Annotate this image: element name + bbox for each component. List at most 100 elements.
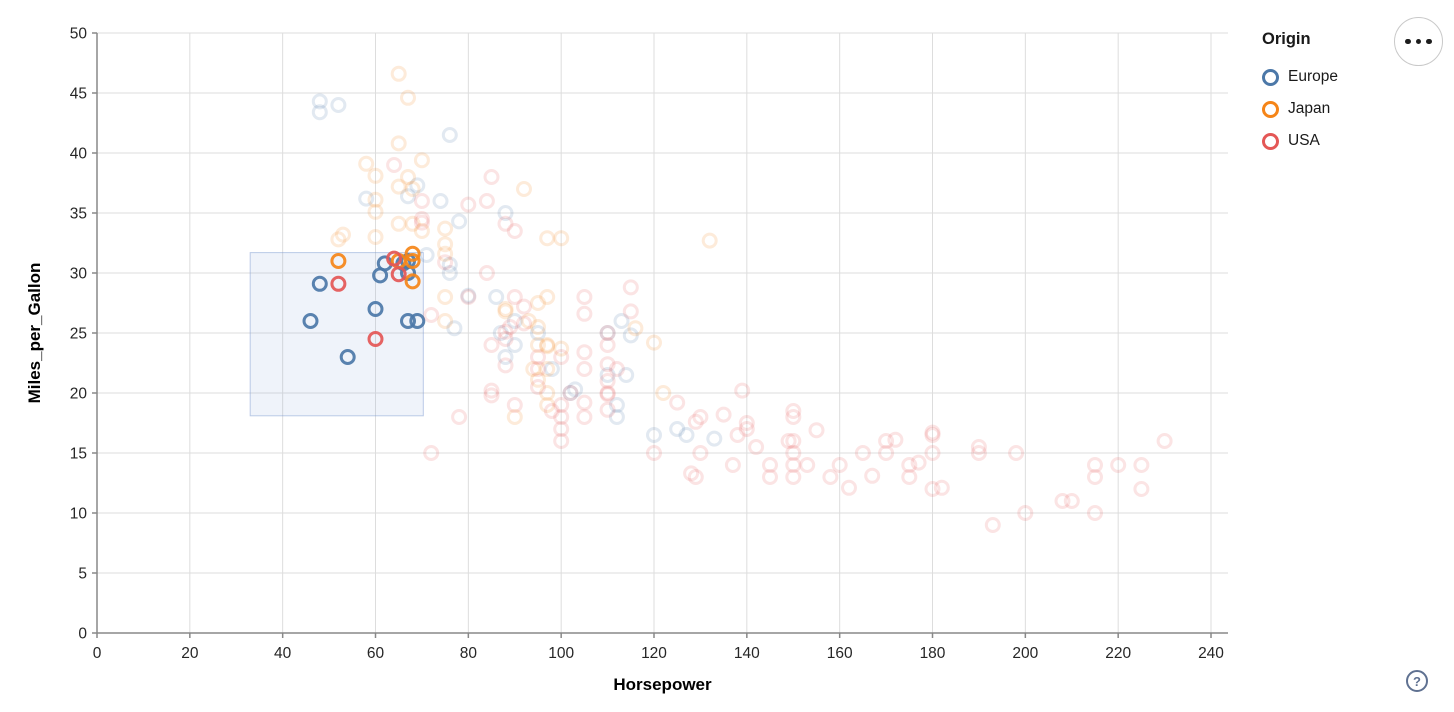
data-point-europe [330, 97, 347, 113]
data-point-usa [646, 445, 662, 461]
data-point-usa [502, 319, 519, 335]
data-point-europe [302, 313, 319, 329]
y-tick-label: 30 [70, 266, 88, 283]
data-point-europe [608, 409, 625, 425]
x-tick-label: 100 [548, 645, 574, 662]
chart-actions-menu-button[interactable] [1394, 17, 1443, 66]
data-point-japan [520, 313, 537, 329]
data-point-europe [432, 193, 449, 209]
data-point-europe [460, 287, 477, 304]
x-tick-label: 40 [274, 645, 292, 662]
data-point-europe [497, 349, 514, 365]
data-point-usa [738, 415, 755, 431]
data-point-europe [618, 367, 635, 383]
data-point-japan [404, 273, 421, 290]
x-tick-label: 120 [641, 645, 667, 662]
data-point-europe [339, 349, 356, 365]
data-point-europe [441, 256, 458, 273]
data-point-usa [887, 431, 904, 448]
data-point-usa [785, 403, 802, 419]
data-point-usa [831, 457, 848, 473]
legend-symbol-circle [1262, 100, 1279, 118]
x-tick-label: 60 [367, 645, 385, 662]
data-point-europe [646, 427, 662, 443]
data-point-usa [808, 422, 825, 439]
data-point-japan [539, 397, 556, 413]
data-point-europe [441, 127, 458, 143]
legend-item-label: Japan [1288, 100, 1331, 117]
data-point-japan [335, 226, 351, 243]
data-point-usa [460, 196, 477, 213]
data-point-usa [1110, 457, 1127, 473]
data-point-europe [599, 367, 616, 383]
data-point-usa [478, 265, 495, 281]
data-point-usa [608, 361, 625, 377]
ellipsis-icon [1405, 38, 1411, 45]
data-point-usa [483, 382, 500, 399]
data-point-japan [330, 253, 347, 269]
data-point-europe [622, 327, 639, 344]
data-point-japan [497, 301, 514, 317]
data-point-usa [687, 469, 704, 485]
data-point-usa [622, 303, 639, 320]
data-point-usa [692, 409, 709, 425]
data-point-japan [525, 361, 542, 377]
data-point-japan [530, 371, 546, 388]
x-axis-title: Horsepower [613, 675, 712, 694]
data-point-usa [687, 413, 704, 430]
data-point-usa [1133, 457, 1150, 473]
data-point-usa [386, 157, 403, 173]
data-point-japan [404, 245, 421, 262]
data-point-usa [413, 211, 430, 227]
data-point-japan [539, 338, 556, 355]
legend-item-europe: Europe [1262, 61, 1338, 93]
x-tick-label: 180 [920, 645, 946, 662]
data-point-europe [311, 275, 328, 292]
data-point-usa [553, 397, 570, 413]
data-point-europe [567, 381, 584, 398]
data-point-japan [367, 191, 384, 208]
data-point-usa [367, 331, 384, 347]
data-point-europe [543, 361, 560, 377]
data-point-usa [553, 409, 570, 425]
data-point-usa [785, 409, 802, 425]
legend-items: Europe Japan USA [1262, 61, 1338, 157]
data-point-usa [1156, 433, 1173, 449]
data-point-usa [1063, 493, 1080, 509]
data-point-japan [390, 215, 407, 232]
data-point-usa [901, 469, 918, 485]
data-point-japan [390, 135, 407, 152]
y-axis-title: Miles_per_Gallon [25, 263, 44, 404]
data-point-usa [729, 427, 746, 443]
x-tick-label: 0 [93, 645, 102, 662]
legend-item-label: Europe [1288, 68, 1338, 85]
data-point-usa [1017, 505, 1034, 521]
data-point-japan [506, 409, 523, 425]
data-point-usa [864, 467, 881, 484]
data-point-usa [413, 193, 430, 209]
y-tick-label: 5 [78, 566, 87, 583]
data-point-usa [984, 517, 1001, 533]
data-point-usa [530, 349, 546, 365]
data-point-europe [706, 430, 723, 447]
data-point-usa [576, 361, 593, 377]
data-point-usa [1008, 445, 1025, 461]
data-point-usa [692, 445, 709, 461]
ellipsis-icon [1426, 38, 1432, 45]
data-point-japan [400, 89, 416, 106]
data-point-usa [878, 445, 895, 461]
data-point-usa [734, 382, 751, 399]
data-point-usa [516, 298, 532, 315]
data-point-usa [543, 403, 560, 419]
data-point-usa [530, 379, 546, 395]
data-point-europe [367, 301, 384, 317]
y-tick-label: 45 [70, 86, 87, 103]
data-point-japan [330, 231, 347, 248]
data-point-usa [738, 421, 755, 437]
data-point-usa [970, 445, 987, 461]
data-point-usa [483, 387, 500, 404]
data-point-europe [669, 421, 686, 437]
help-icon[interactable]: ? [1406, 670, 1428, 692]
data-point-japan [655, 385, 672, 401]
